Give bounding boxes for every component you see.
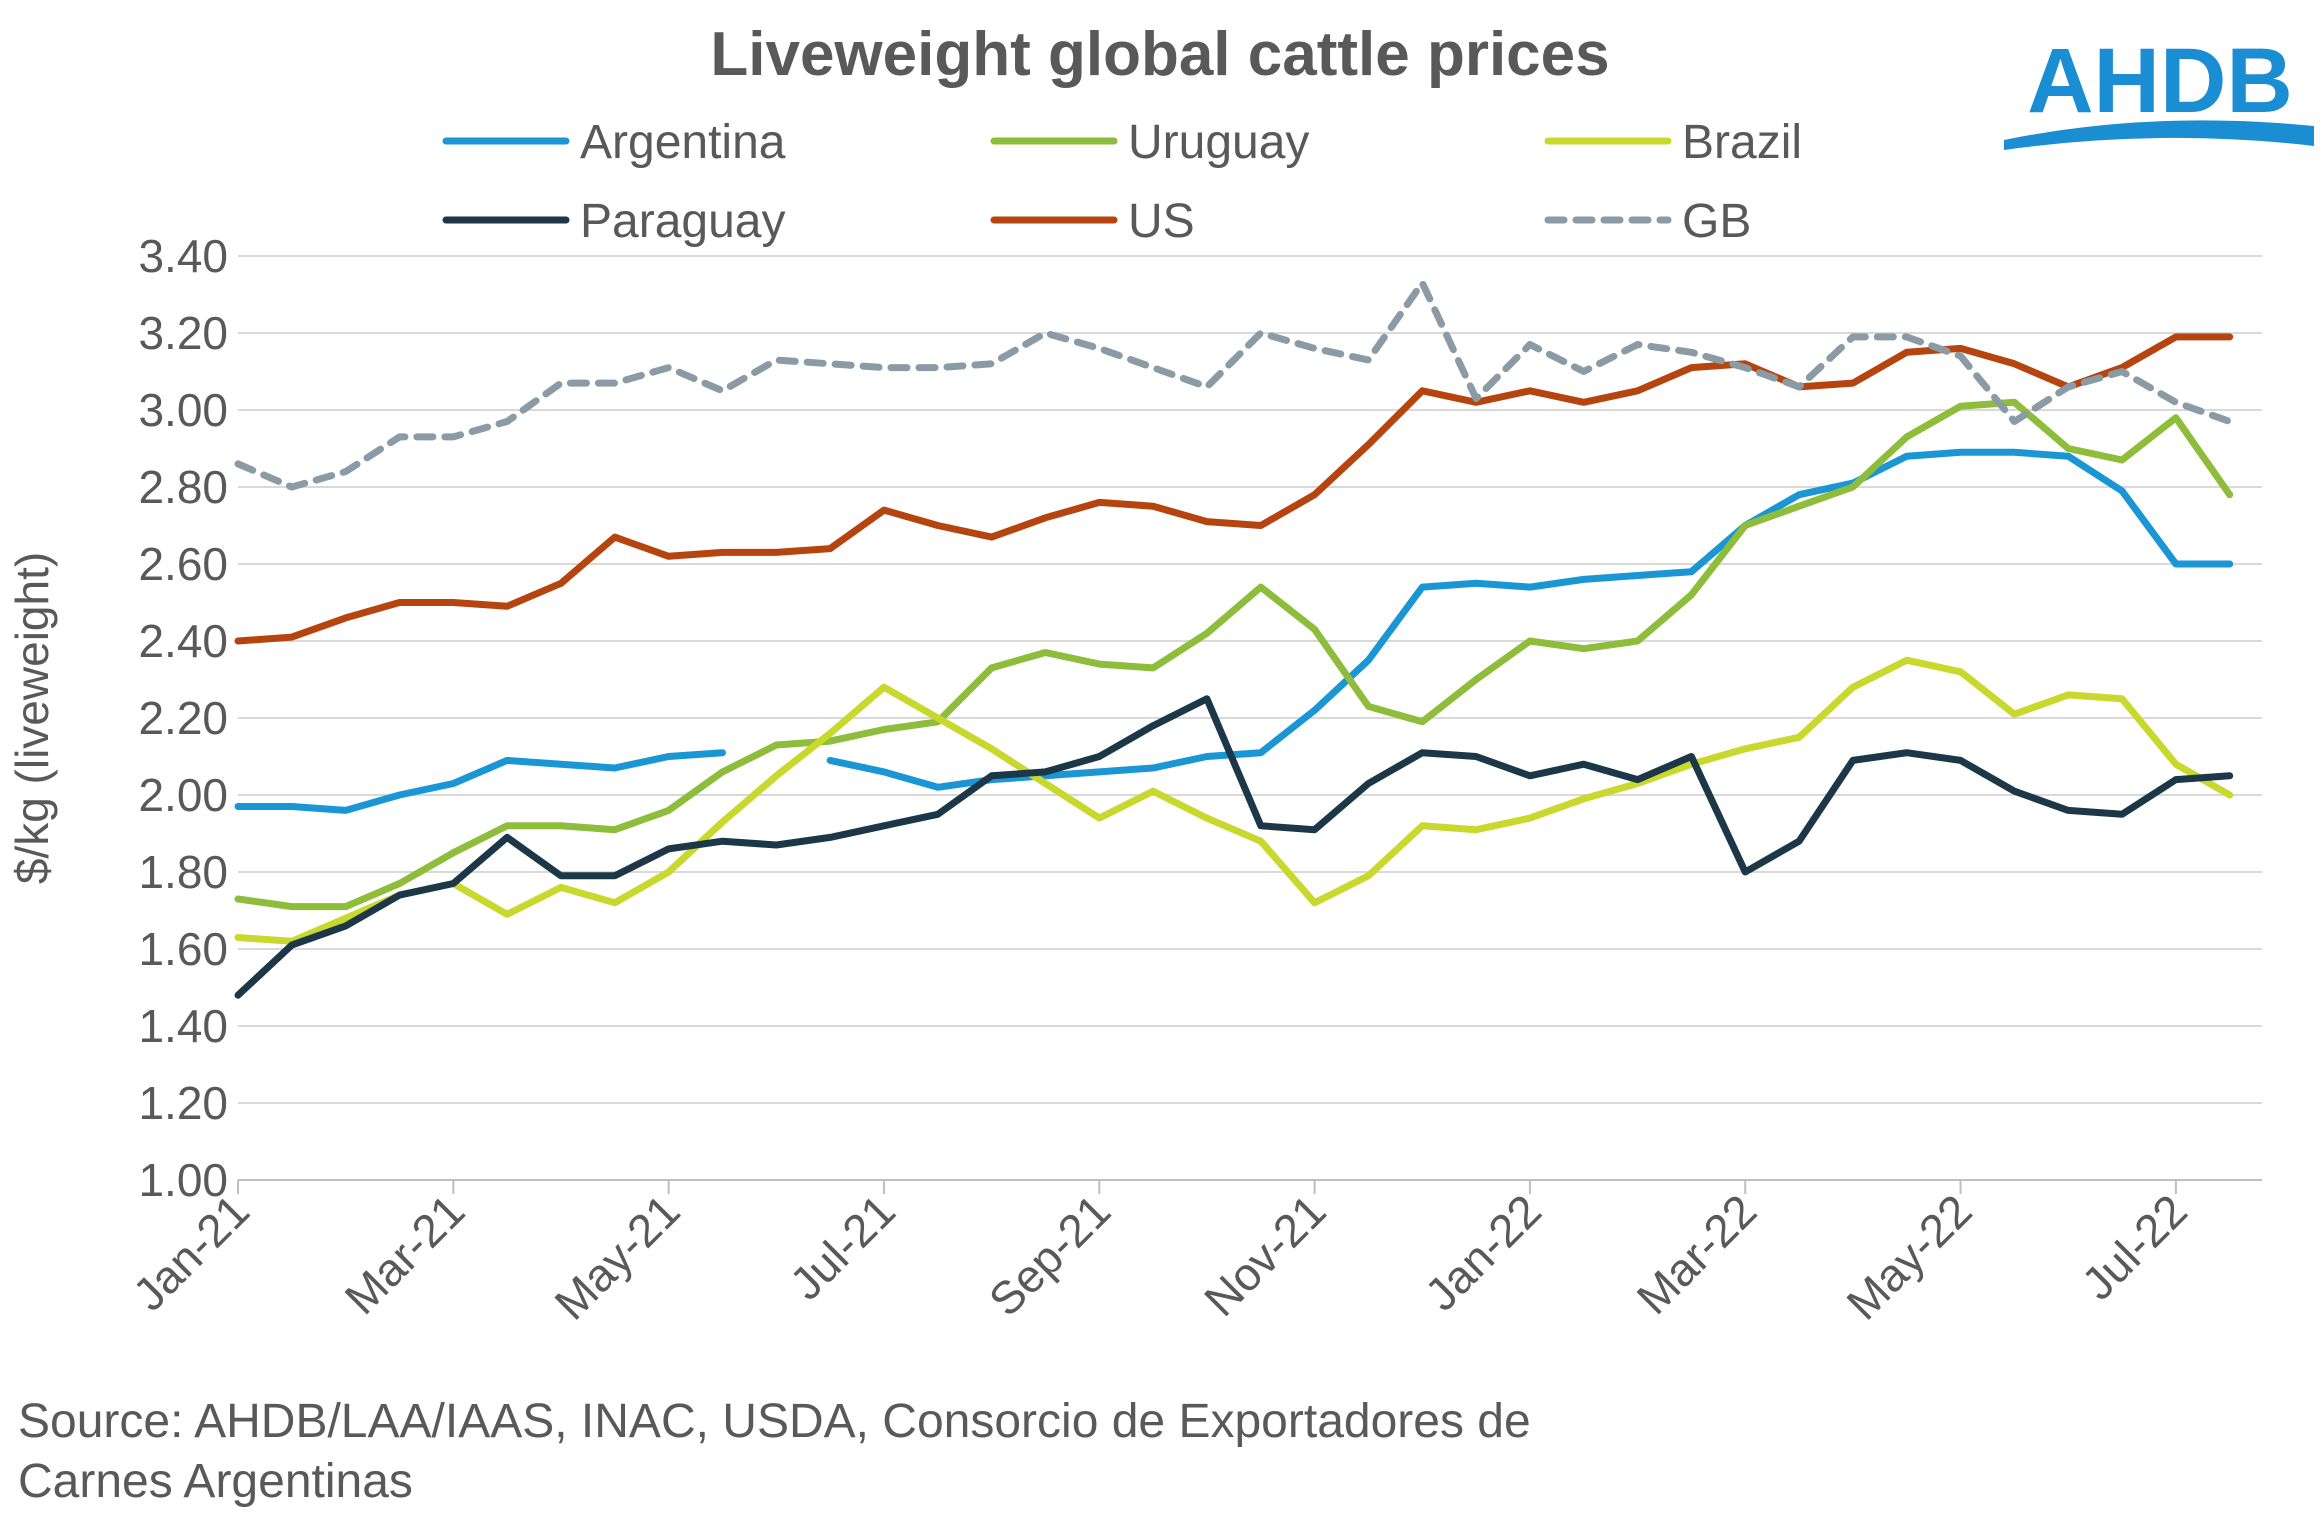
- y-tick-label: 1.80: [138, 846, 228, 898]
- y-tick-label: 2.00: [138, 769, 228, 821]
- series-line: [234, 448, 2234, 814]
- logo: AHDB: [2004, 30, 2314, 150]
- legend-label: US: [1128, 195, 1195, 248]
- legend-label: Uruguay: [1128, 116, 1309, 169]
- series-line: [234, 279, 2234, 491]
- logo-text: AHDB: [2027, 30, 2293, 132]
- y-tick-label: 3.00: [138, 384, 228, 436]
- source-note: Carnes Argentinas: [18, 1455, 413, 1508]
- y-tick-label: 1.00: [138, 1154, 228, 1206]
- y-tick-label: 1.60: [138, 923, 228, 975]
- y-tick-label: 3.40: [138, 230, 228, 282]
- y-tick-label: 2.40: [138, 615, 228, 667]
- chart-title: Liveweight global cattle prices: [710, 20, 1609, 89]
- series-line: [234, 398, 2234, 911]
- y-tick-label: 2.20: [138, 692, 228, 744]
- legend-label: GB: [1682, 195, 1751, 248]
- series-line: [234, 695, 2234, 999]
- source-note: Source: AHDB/LAA/IAAS, INAC, USDA, Conso…: [18, 1395, 1531, 1448]
- series-line: [234, 656, 2234, 945]
- y-axis-title: $/kg (liveweight): [6, 552, 58, 884]
- y-tick-label: 1.40: [138, 1000, 228, 1052]
- legend-label: Argentina: [580, 116, 786, 169]
- y-tick-label: 2.80: [138, 461, 228, 513]
- logo-wave: [2004, 120, 2314, 150]
- y-tick-label: 2.60: [138, 538, 228, 590]
- legend-label: Brazil: [1682, 116, 1802, 169]
- series-line: [234, 333, 2234, 645]
- legend-label: Paraguay: [580, 195, 785, 248]
- y-tick-label: 1.20: [138, 1077, 228, 1129]
- y-tick-label: 3.20: [138, 307, 228, 359]
